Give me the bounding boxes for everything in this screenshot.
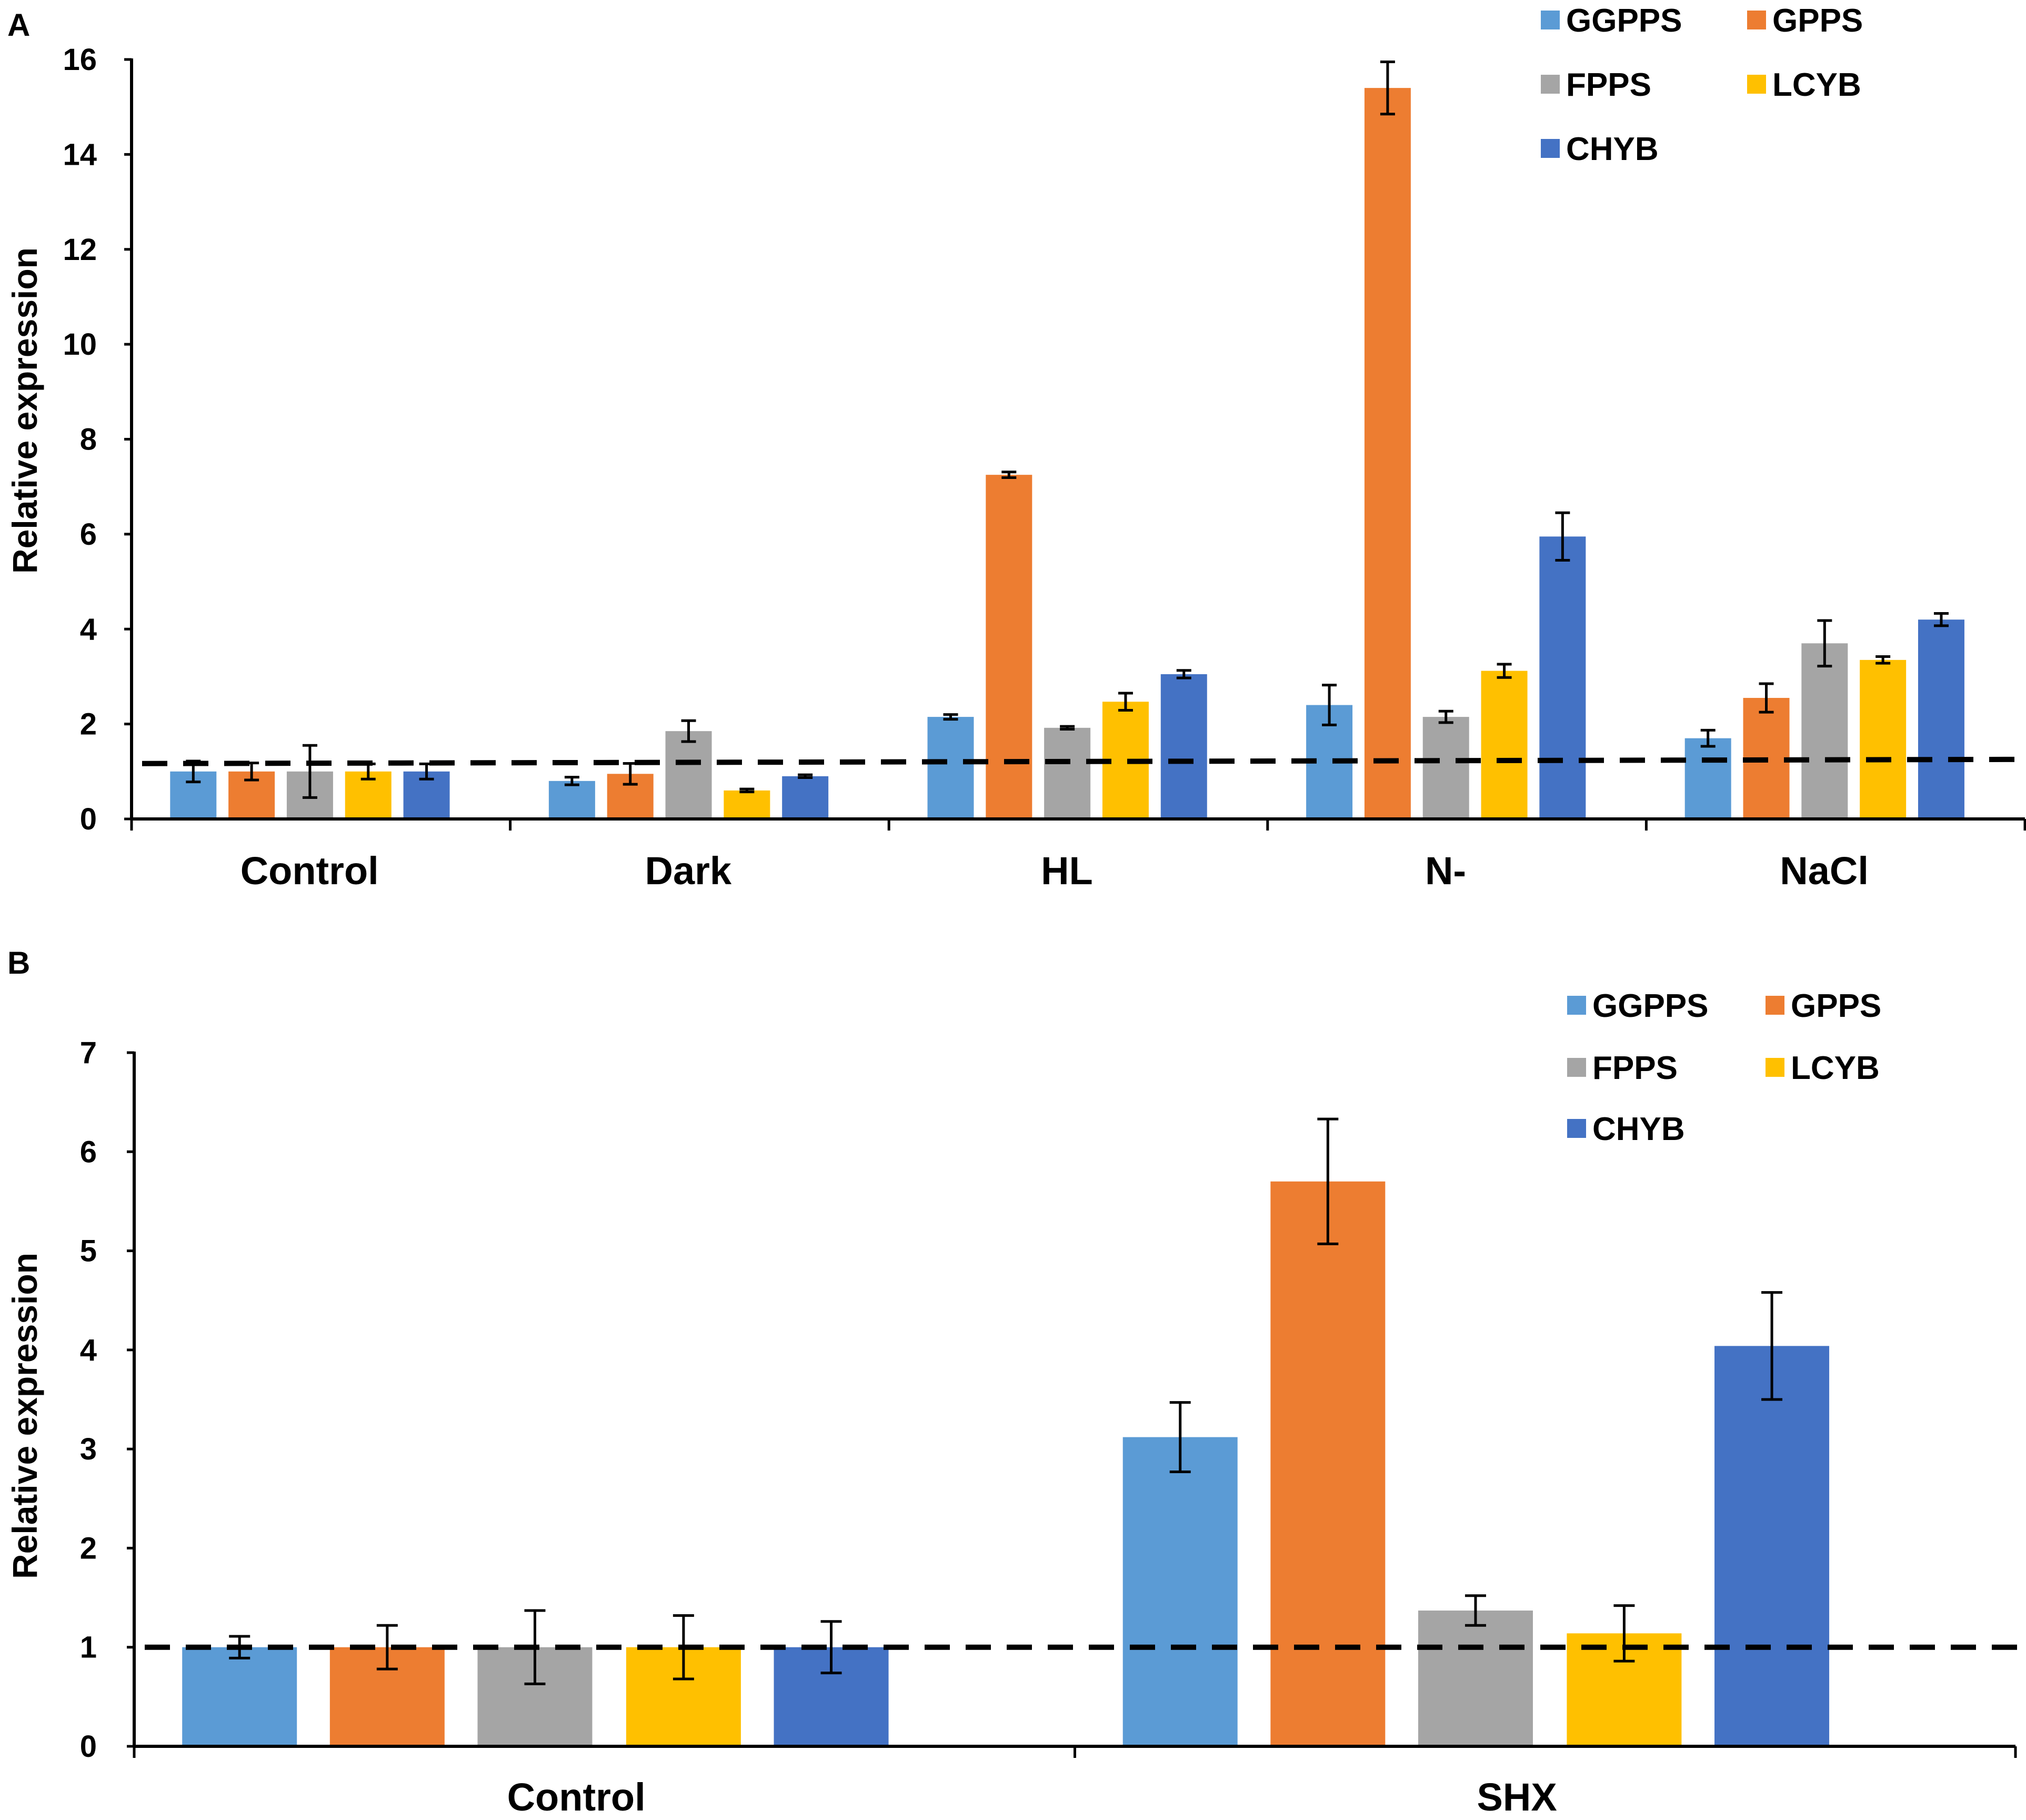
bar-fpps-hl (1044, 727, 1091, 819)
panel-b-y-ticks: 0 1 2 3 4 5 6 7 (80, 1036, 134, 1764)
bar-ggpps-nacl (1684, 738, 1731, 819)
panel-b-letter: B (7, 945, 30, 981)
bar-fpps-shx (1418, 1611, 1533, 1746)
legend-swatch-fpps (1541, 75, 1560, 94)
legend-label-lcyb: LCYB (1791, 1050, 1880, 1086)
y-tick-label: 2 (80, 1531, 97, 1565)
bar-chyb-hl (1160, 674, 1207, 819)
bar-gpps-hl (986, 475, 1032, 819)
y-tick-label: 4 (80, 1333, 97, 1367)
bar-fpps-dark (665, 731, 712, 819)
panel-a-category-labels: Control Dark HL N- NaCl (240, 849, 1869, 893)
legend-label-chyb: CHYB (1566, 131, 1659, 167)
y-tick-label: 4 (80, 612, 97, 646)
panel-a: A Relative expression 0 2 4 6 8 10 12 14 16 Cont… (5, 3, 2026, 893)
panel-b-error-bars (229, 1117, 1783, 1685)
category-label: Control (240, 849, 379, 893)
panel-b: B Relative expression 0 1 2 3 4 5 6 7 Control SH… (5, 945, 2026, 1819)
baseline-dashed-line (142, 756, 2026, 766)
panel-a-bars (170, 88, 1964, 819)
bar-ggpps-control (182, 1647, 297, 1746)
category-label: Dark (645, 849, 732, 893)
y-tick-label: 0 (80, 802, 97, 836)
legend-label-fpps: FPPS (1592, 1050, 1678, 1086)
legend-label-ggpps: GGPPS (1592, 988, 1709, 1024)
legend-label-fpps: FPPS (1566, 67, 1651, 103)
y-tick-label: 0 (80, 1729, 97, 1764)
legend-label-gpps: GPPS (1791, 988, 1881, 1024)
panel-a-letter: A (7, 7, 30, 43)
bar-fpps-nacl (1801, 643, 1848, 819)
panel-a-y-ticks: 0 2 4 6 8 10 12 14 16 (63, 43, 132, 836)
y-tick-label: 6 (80, 517, 97, 552)
panel-a-axes (130, 58, 2026, 831)
bar-ggpps-shx (1122, 1437, 1238, 1746)
panel-b-y-axis-title: Relative expression (5, 1253, 44, 1579)
category-label: N- (1425, 849, 1466, 893)
category-label: NaCl (1780, 849, 1869, 893)
y-tick-label: 14 (63, 137, 97, 172)
bar-chyb-dark (782, 776, 829, 819)
panel-b-axes (133, 1052, 2026, 1758)
y-tick-label: 8 (80, 423, 97, 457)
bar-fpps-n (1422, 717, 1469, 819)
category-label: HL (1041, 849, 1093, 893)
legend-label-ggpps: GGPPS (1566, 3, 1682, 39)
bar-lcyb-nacl (1860, 659, 1907, 819)
panel-a-y-axis-title: Relative expression (5, 247, 44, 574)
panel-b-category-labels: Control SHX (507, 1775, 1557, 1819)
y-tick-label: 6 (80, 1135, 97, 1169)
y-tick-label: 12 (63, 233, 97, 267)
legend-swatch-ggpps (1541, 11, 1560, 29)
legend-swatch-lcyb (1766, 1058, 1784, 1077)
bar-lcyb-n (1481, 671, 1528, 819)
legend-label-gpps: GPPS (1772, 3, 1863, 39)
legend-label-chyb: CHYB (1592, 1111, 1685, 1147)
panel-a-legend: GGPPS GPPS FPPS LCYB CHYB (1541, 3, 1863, 167)
y-tick-label: 1 (80, 1631, 97, 1665)
category-label: SHX (1477, 1775, 1557, 1819)
legend-label-lcyb: LCYB (1772, 67, 1861, 103)
panel-a-error-bars (186, 61, 1949, 799)
y-tick-label: 16 (63, 43, 97, 77)
legend-swatch-gpps (1766, 996, 1784, 1015)
bar-chyb-nacl (1918, 619, 1964, 819)
y-tick-label: 5 (80, 1234, 97, 1268)
panel-b-legend: GGPPS GPPS FPPS LCYB CHYB (1567, 988, 1881, 1147)
category-label: Control (507, 1775, 646, 1819)
legend-swatch-lcyb (1747, 75, 1766, 94)
y-tick-label: 2 (80, 707, 97, 742)
legend-swatch-ggpps (1567, 996, 1586, 1015)
legend-swatch-chyb (1567, 1119, 1586, 1138)
panel-b-bars (182, 1181, 1830, 1746)
bar-lcyb-dark (724, 790, 770, 819)
bar-gpps-n (1364, 88, 1411, 819)
y-tick-label: 7 (80, 1036, 97, 1070)
bar-chyb-n (1539, 536, 1586, 819)
legend-swatch-gpps (1747, 11, 1766, 29)
y-tick-label: 3 (80, 1432, 97, 1466)
bar-ggpps-dark (548, 781, 595, 819)
bar-chyb-shx (1714, 1346, 1830, 1746)
legend-swatch-fpps (1567, 1058, 1586, 1077)
y-tick-label: 10 (63, 327, 97, 362)
legend-swatch-chyb (1541, 139, 1560, 158)
bar-ggpps-hl (927, 717, 974, 819)
bar-gpps-shx (1270, 1181, 1386, 1746)
